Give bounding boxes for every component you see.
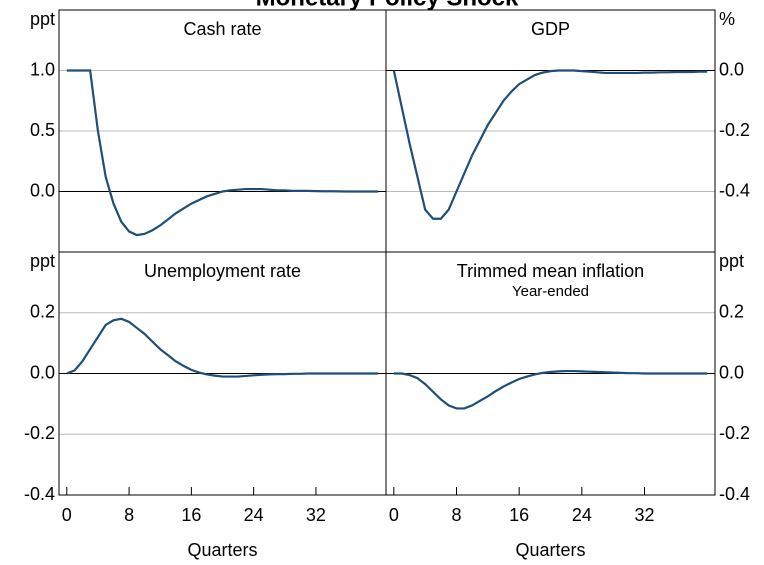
y-tick-label: -0.4 [719,180,750,200]
panel-title: Trimmed mean inflation [457,261,644,281]
panel-subtitle: Year-ended [512,283,589,300]
y-tick-label: -0.2 [719,423,750,443]
y-tick-label: 0.5 [30,120,55,140]
y-tick-label: -0.4 [24,484,55,504]
x-tick-label: 0 [389,505,399,525]
x-tick-label: 24 [244,505,264,525]
x-axis-label: Quarters [187,540,257,560]
y-tick-label: 0.2 [30,302,55,322]
y-tick-label: 0.2 [719,302,744,322]
panel-title: Cash rate [183,19,261,39]
y-tick-label: -0.4 [719,484,750,504]
panel-title: Unemployment rate [144,261,301,281]
y-axis-label: ppt [719,251,744,271]
x-tick-label: 32 [306,505,326,525]
x-tick-label: 8 [451,505,461,525]
y-tick-label: -0.2 [24,423,55,443]
x-tick-label: 16 [181,505,201,525]
x-tick-label: 0 [62,505,72,525]
x-axis-label: Quarters [515,540,585,560]
line-series [392,69,708,220]
chart-title: Monetary Policy Shock [256,0,519,11]
line-series [66,317,379,378]
panel-title: GDP [531,19,570,39]
y-tick-label: 0.0 [30,180,55,200]
y-axis-label: % [719,9,735,29]
y-tick-label: 0.0 [719,362,744,382]
y-tick-label: 0.0 [30,362,55,382]
y-axis-label: ppt [30,9,55,29]
y-axis-label: ppt [30,251,55,271]
y-tick-label: 0.0 [719,59,744,79]
line-series [66,69,379,237]
x-tick-label: 16 [509,505,529,525]
x-tick-label: 8 [124,505,134,525]
y-tick-label: -0.2 [719,120,750,140]
y-tick-label: 1.0 [30,59,55,79]
x-tick-label: 24 [572,505,592,525]
x-tick-label: 32 [634,505,654,525]
line-series [393,369,708,410]
